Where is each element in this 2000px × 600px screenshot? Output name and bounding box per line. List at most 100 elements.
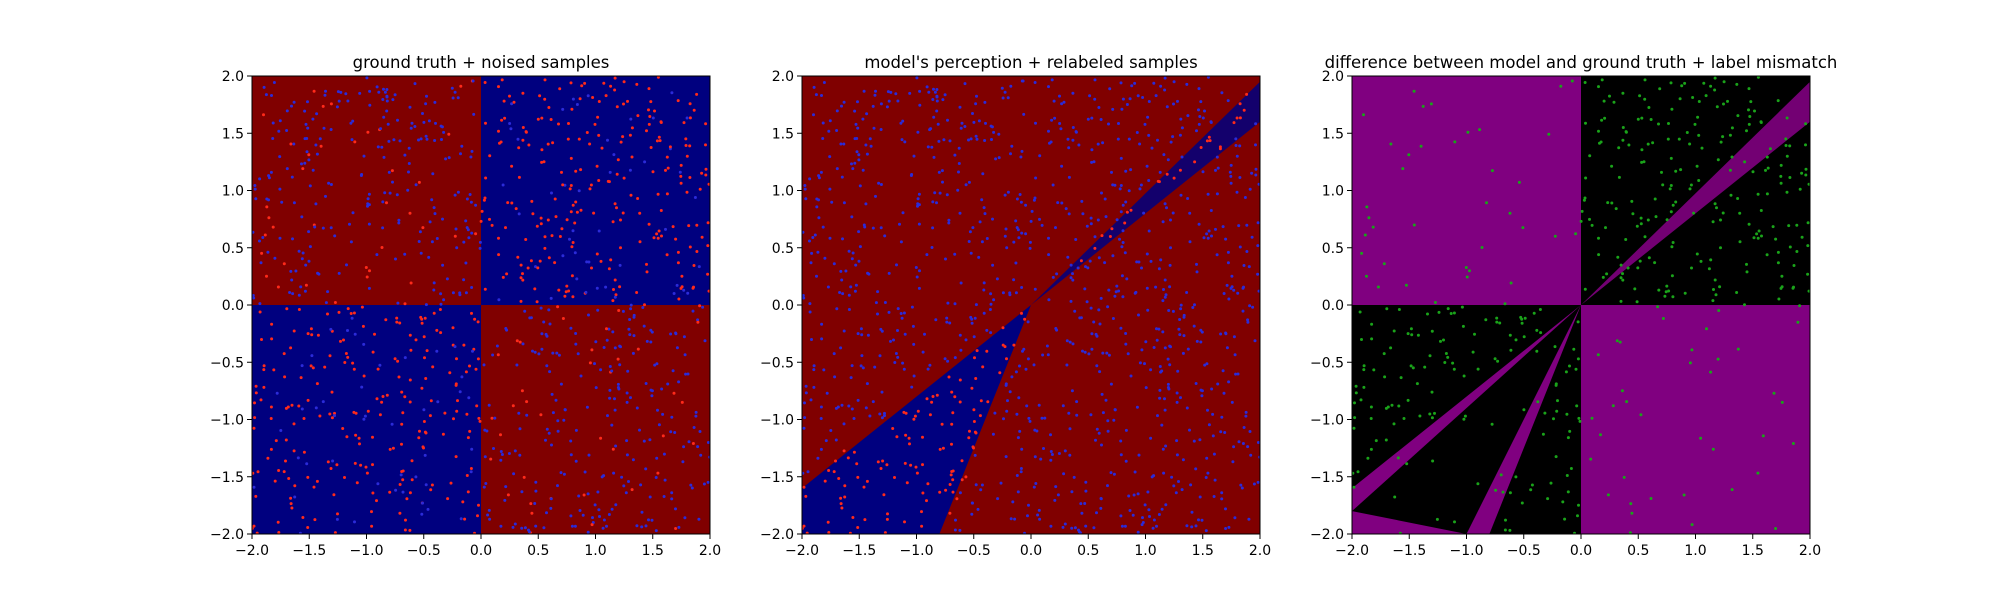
data-point [392, 138, 396, 142]
data-point [1136, 530, 1140, 534]
data-point [613, 346, 617, 350]
data-point [428, 220, 432, 224]
data-point [1164, 293, 1168, 297]
data-point [547, 431, 551, 435]
data-point [425, 137, 429, 141]
data-point [1788, 176, 1792, 179]
data-point [1129, 168, 1133, 172]
data-point [467, 396, 471, 400]
data-point [1080, 511, 1084, 515]
data-point [260, 251, 264, 255]
data-point [410, 459, 414, 463]
data-point [1366, 456, 1370, 460]
data-point [400, 442, 403, 446]
data-point [617, 387, 621, 391]
data-point [1140, 348, 1144, 352]
data-point [1162, 288, 1165, 291]
data-point [1784, 144, 1788, 147]
data-point [802, 294, 805, 297]
data-point [1191, 306, 1195, 309]
data-point [1049, 458, 1053, 462]
data-point [1730, 155, 1734, 159]
data-point [1426, 312, 1429, 316]
data-point [1236, 291, 1240, 295]
data-point [828, 155, 832, 159]
data-point [1514, 338, 1518, 342]
data-point [832, 470, 836, 474]
data-point [353, 140, 357, 144]
data-point [597, 133, 601, 137]
data-point [1103, 197, 1107, 201]
data-point [1133, 81, 1137, 85]
data-point [1254, 167, 1258, 171]
data-point [692, 264, 696, 267]
data-point [1728, 133, 1732, 137]
data-point [1721, 135, 1725, 139]
data-point [1508, 211, 1512, 215]
data-point [816, 456, 820, 460]
data-point [858, 245, 862, 249]
data-point [1233, 353, 1237, 357]
data-point [542, 160, 546, 164]
data-point [1071, 91, 1075, 95]
data-point [536, 117, 540, 121]
data-point [649, 340, 653, 344]
data-point [696, 320, 700, 324]
data-point [469, 467, 473, 470]
data-point [399, 473, 403, 477]
data-point [1146, 115, 1150, 119]
data-point [1181, 351, 1185, 355]
data-point [262, 385, 266, 389]
data-point [473, 317, 477, 321]
data-point [1580, 209, 1584, 213]
data-point [353, 461, 357, 465]
data-point [1009, 152, 1012, 156]
data-point [400, 470, 404, 473]
data-point [1584, 176, 1588, 180]
data-point [578, 509, 582, 512]
data-point [421, 445, 425, 449]
data-point [992, 130, 996, 134]
data-point [1665, 284, 1669, 288]
data-point [289, 346, 293, 350]
data-point [1180, 126, 1184, 130]
data-point [1098, 370, 1102, 374]
data-point [462, 240, 466, 244]
data-point [1145, 164, 1149, 168]
data-point [680, 274, 684, 278]
data-point [385, 393, 389, 397]
data-point [306, 526, 310, 529]
data-point [333, 414, 336, 418]
data-point [1490, 169, 1494, 173]
data-point [353, 520, 356, 524]
data-point [1049, 450, 1053, 453]
panel-title: ground truth + noised samples [353, 53, 610, 72]
data-point [1171, 309, 1175, 313]
data-point [1244, 414, 1248, 418]
data-point [1119, 326, 1123, 330]
data-point [915, 275, 919, 279]
data-point [1118, 187, 1122, 191]
data-point [1643, 78, 1647, 82]
data-point [365, 76, 369, 80]
data-point [631, 458, 635, 462]
data-point [885, 105, 889, 109]
data-point [280, 200, 284, 204]
data-point [829, 429, 833, 432]
data-point [1256, 272, 1260, 276]
data-point [521, 272, 524, 276]
data-point [1590, 416, 1594, 420]
data-point [973, 356, 976, 360]
data-point [991, 217, 994, 221]
data-point [1195, 339, 1199, 343]
data-point [982, 288, 986, 292]
data-point [618, 344, 622, 348]
data-point [584, 290, 588, 294]
data-point [1090, 116, 1094, 120]
data-point [1065, 339, 1069, 343]
data-point [1397, 308, 1401, 311]
data-point [1089, 413, 1093, 417]
data-point [1565, 474, 1569, 477]
data-point [252, 471, 255, 475]
data-point [547, 308, 551, 312]
